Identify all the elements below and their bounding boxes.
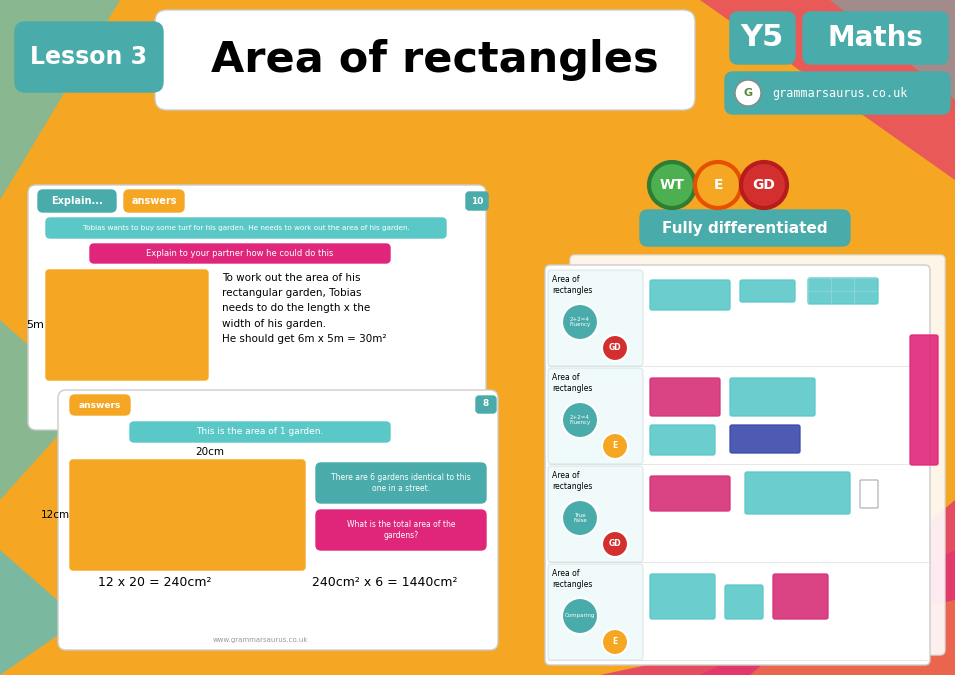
Circle shape [735, 80, 761, 106]
Circle shape [602, 335, 628, 361]
Circle shape [649, 162, 695, 208]
FancyBboxPatch shape [70, 395, 130, 415]
Text: E: E [612, 637, 618, 647]
Circle shape [562, 598, 598, 634]
FancyBboxPatch shape [745, 472, 850, 514]
FancyBboxPatch shape [860, 480, 878, 508]
Text: Y5: Y5 [740, 24, 784, 53]
FancyBboxPatch shape [548, 564, 643, 660]
Text: E: E [612, 441, 618, 450]
FancyBboxPatch shape [803, 12, 948, 64]
Text: 2+2=4
Fluency: 2+2=4 Fluency [569, 317, 590, 327]
Text: 12 x 20 = 240cm²: 12 x 20 = 240cm² [98, 576, 212, 589]
FancyBboxPatch shape [650, 425, 715, 455]
FancyBboxPatch shape [910, 335, 938, 465]
Polygon shape [0, 320, 90, 500]
Circle shape [562, 500, 598, 536]
FancyBboxPatch shape [650, 378, 720, 416]
Text: This is the area of 1 garden.: This is the area of 1 garden. [197, 427, 324, 437]
FancyBboxPatch shape [90, 244, 390, 263]
Text: Explain...: Explain... [52, 196, 103, 206]
Text: Area of
rectangles: Area of rectangles [552, 471, 592, 491]
FancyBboxPatch shape [124, 190, 184, 212]
FancyBboxPatch shape [46, 270, 208, 380]
Text: Area of
rectangles: Area of rectangles [552, 373, 592, 393]
FancyBboxPatch shape [725, 72, 950, 114]
FancyBboxPatch shape [650, 574, 715, 619]
Text: To work out the area of his
rectangular garden, Tobias
needs to do the length x : To work out the area of his rectangular … [222, 273, 387, 344]
FancyBboxPatch shape [46, 218, 446, 238]
Text: answers: answers [79, 400, 121, 410]
Text: 5m: 5m [26, 320, 44, 330]
FancyBboxPatch shape [58, 390, 498, 650]
FancyBboxPatch shape [476, 396, 496, 413]
FancyBboxPatch shape [570, 255, 945, 655]
FancyBboxPatch shape [808, 278, 878, 304]
FancyBboxPatch shape [548, 368, 643, 464]
FancyBboxPatch shape [773, 574, 828, 619]
FancyBboxPatch shape [316, 463, 486, 503]
Text: Area of
rectangles: Area of rectangles [552, 569, 592, 589]
FancyBboxPatch shape [730, 378, 815, 416]
Text: What is the total area of the
gardens?: What is the total area of the gardens? [347, 520, 456, 541]
FancyBboxPatch shape [650, 280, 730, 310]
Text: 2+2=4
Fluency: 2+2=4 Fluency [569, 415, 590, 425]
Polygon shape [700, 0, 955, 180]
Text: grammarsaurus.co.uk: grammarsaurus.co.uk [773, 86, 907, 99]
Text: answers: answers [131, 196, 177, 206]
FancyBboxPatch shape [730, 425, 800, 453]
FancyBboxPatch shape [15, 22, 163, 92]
Text: E: E [713, 178, 723, 192]
Text: 240cm² x 6 = 1440cm²: 240cm² x 6 = 1440cm² [312, 576, 457, 589]
FancyBboxPatch shape [38, 190, 116, 212]
FancyBboxPatch shape [70, 460, 305, 570]
Circle shape [562, 402, 598, 438]
Text: 10: 10 [471, 196, 483, 205]
Circle shape [602, 433, 628, 459]
Text: 8: 8 [483, 400, 489, 408]
FancyBboxPatch shape [466, 192, 488, 210]
Text: WT: WT [660, 178, 685, 192]
Text: 20cm: 20cm [196, 447, 224, 457]
Text: True
False: True False [573, 513, 587, 523]
Text: G: G [743, 88, 753, 98]
Text: There are 6 gardens identical to this
one in a street.: There are 6 gardens identical to this on… [331, 472, 471, 493]
Circle shape [602, 629, 628, 655]
FancyBboxPatch shape [545, 265, 930, 665]
FancyBboxPatch shape [28, 185, 486, 430]
Circle shape [602, 531, 628, 557]
FancyBboxPatch shape [730, 12, 795, 64]
Text: Area of
rectangles: Area of rectangles [552, 275, 592, 295]
Text: www.grammarsaurus.co.uk: www.grammarsaurus.co.uk [212, 637, 308, 643]
Polygon shape [550, 550, 955, 675]
Text: 12cm: 12cm [40, 510, 70, 520]
Circle shape [562, 304, 598, 340]
Circle shape [695, 162, 741, 208]
Text: Comparing: Comparing [564, 614, 595, 618]
Text: Area of rectangles: Area of rectangles [211, 39, 659, 81]
FancyBboxPatch shape [725, 585, 763, 619]
FancyBboxPatch shape [130, 422, 390, 442]
Text: Maths: Maths [827, 24, 923, 52]
FancyBboxPatch shape [548, 270, 643, 366]
Text: GD: GD [753, 178, 775, 192]
FancyBboxPatch shape [650, 476, 730, 511]
Polygon shape [0, 550, 80, 675]
FancyBboxPatch shape [316, 510, 486, 550]
Text: Fully differentiated: Fully differentiated [662, 221, 828, 236]
FancyBboxPatch shape [640, 210, 850, 246]
Text: Explain to your partner how he could do this: Explain to your partner how he could do … [146, 249, 333, 258]
Text: GD: GD [608, 539, 622, 549]
Text: Lesson 3: Lesson 3 [31, 45, 148, 69]
Circle shape [741, 162, 787, 208]
Text: GD: GD [608, 344, 622, 352]
FancyBboxPatch shape [155, 10, 695, 110]
Polygon shape [600, 500, 955, 675]
Text: Tobias wants to buy some turf for his garden. He needs to work out the area of h: Tobias wants to buy some turf for his ga… [83, 225, 410, 231]
Polygon shape [0, 0, 120, 200]
FancyBboxPatch shape [740, 280, 795, 302]
FancyBboxPatch shape [548, 466, 643, 562]
Polygon shape [830, 0, 955, 100]
